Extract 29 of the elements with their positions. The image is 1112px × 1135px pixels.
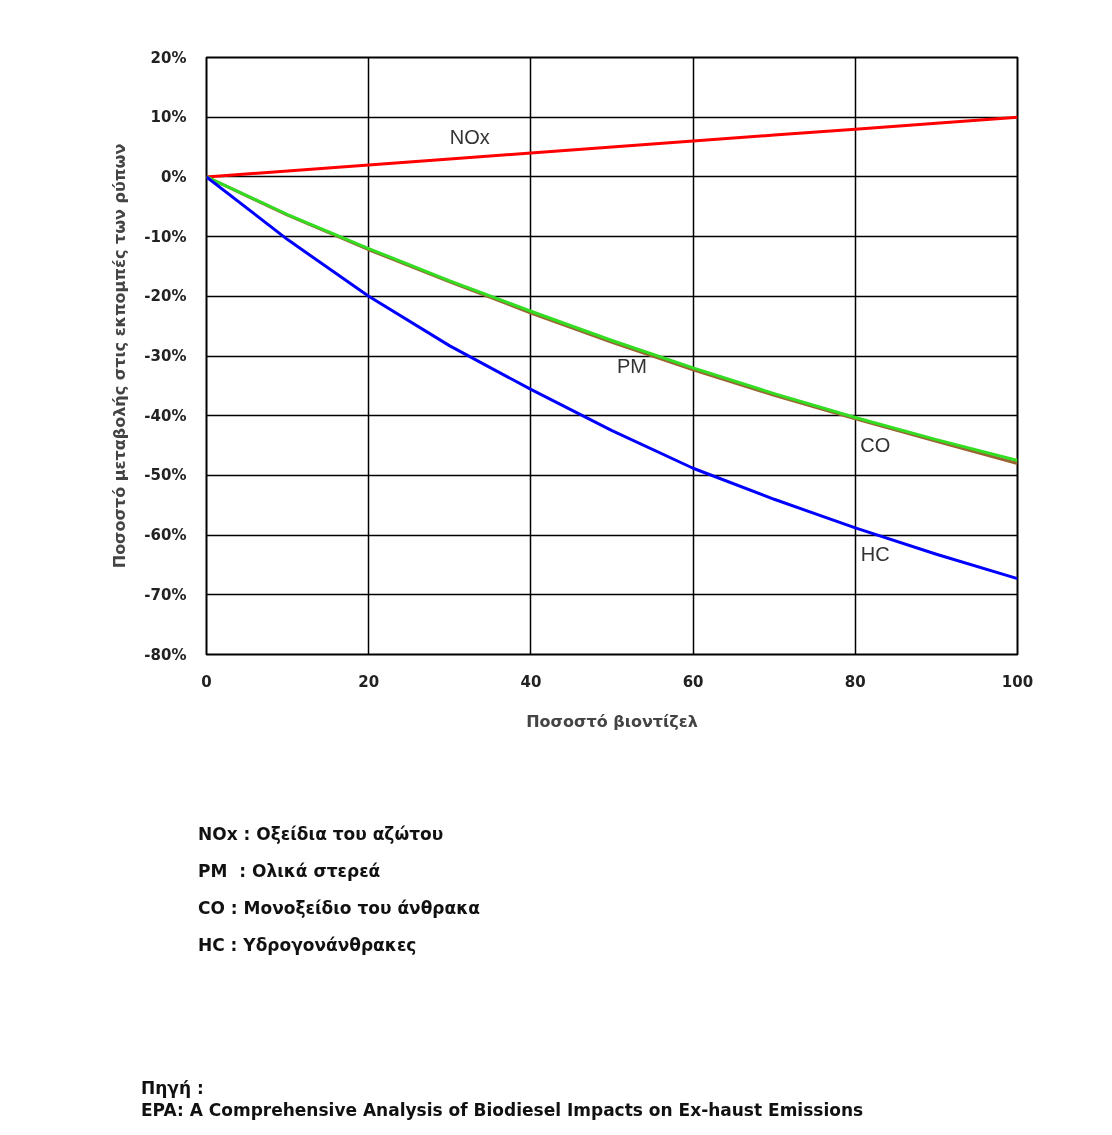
y-tick-label: 20% — [150, 48, 187, 67]
text: EPA: A Comprehensive Analysis of Biodiesel Impacts on Ex-haust Emissions — [141, 1099, 864, 1121]
y-axis-title: Ποσοστό μεταβολής στις εκπομπές των ρύπων — [110, 143, 130, 569]
text: PM : Ολικά στερεά — [198, 860, 382, 883]
annotation: HC — [860, 542, 890, 565]
y-tick-label: -30% — [144, 347, 187, 365]
y-tick-label: -80% — [144, 645, 187, 664]
y-tick-label: 0% — [161, 167, 187, 186]
y-tick-label: -70% — [144, 585, 187, 604]
y-tick-label: -50% — [144, 466, 187, 485]
x-tick-label: 100 — [1001, 672, 1034, 691]
text: NOx : Οξείδια του αζώτου — [198, 823, 445, 846]
x-tick-label: 40 — [520, 672, 542, 691]
text: CO : Μονοξείδιο του άνθρακα — [198, 897, 481, 920]
annotation: NOx — [449, 125, 490, 148]
text: HC : Υδρογονάνθρακες — [198, 934, 418, 957]
y-tick-label: 10% — [150, 108, 187, 127]
x-tick-label: 0 — [201, 672, 212, 691]
x-axis-title: Ποσοστό βιοντίζελ — [526, 711, 698, 731]
y-tick-label: -40% — [144, 406, 187, 425]
y-tick-label: -60% — [144, 526, 187, 545]
x-tick-label: 20 — [358, 672, 380, 691]
x-tick-label: 80 — [844, 672, 866, 691]
annotation: CO — [860, 433, 891, 456]
text: Πηγή : — [141, 1077, 205, 1099]
y-tick-label: -20% — [144, 287, 187, 306]
annotation: PM — [617, 355, 647, 378]
y-tick-label: -10% — [144, 227, 187, 246]
x-tick-label: 60 — [682, 672, 704, 691]
